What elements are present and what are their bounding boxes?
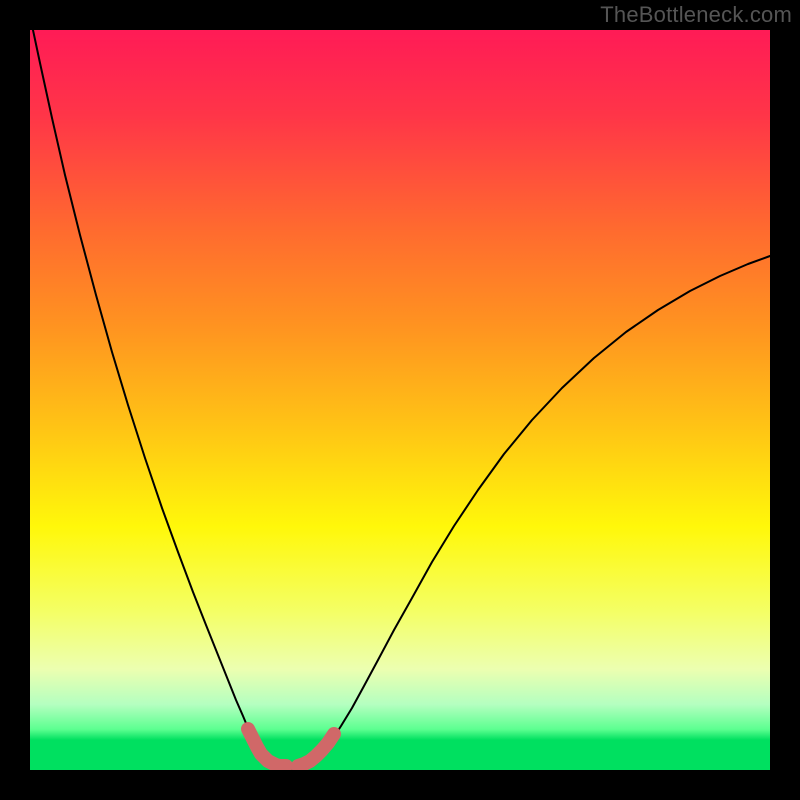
chart-container: TheBottleneck.com (0, 0, 800, 800)
watermark-text: TheBottleneck.com (600, 2, 792, 28)
highlight-markers (30, 30, 770, 770)
plot-area (30, 30, 770, 770)
